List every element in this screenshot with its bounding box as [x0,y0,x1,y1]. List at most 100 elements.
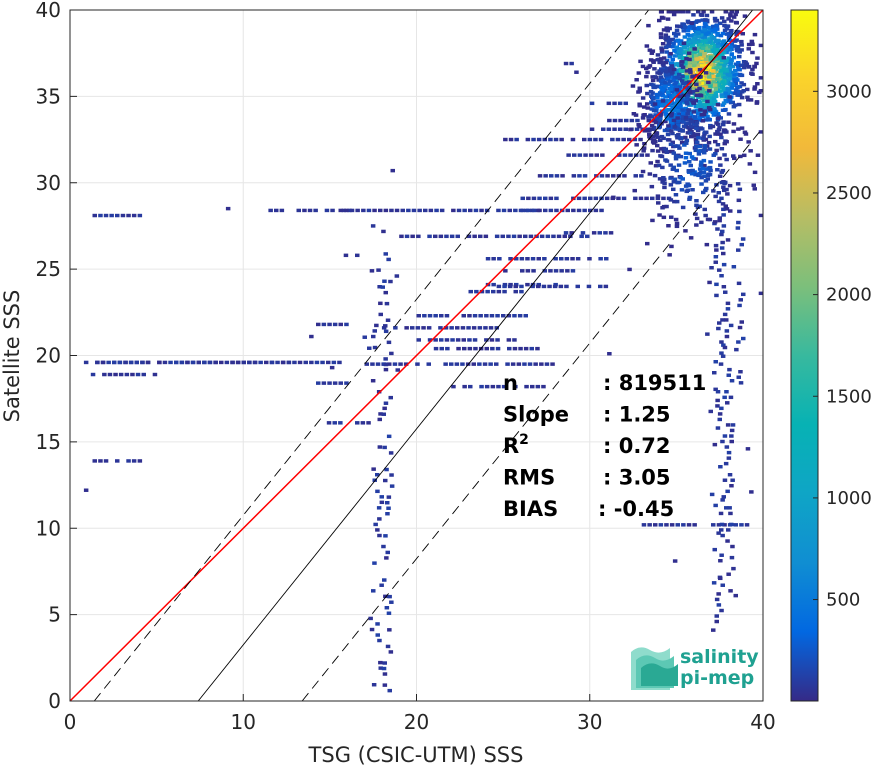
density-cell-2464 [651,134,656,139]
density-cell-601 [712,547,717,552]
density-cell-2560 [645,128,650,132]
density-cell-287 [536,284,541,289]
density-cell-851 [677,24,682,29]
density-cell-504 [378,666,383,670]
density-cell-45 [484,208,490,213]
density-cell-1653 [699,60,705,65]
density-cell-1691 [701,54,707,58]
density-cell-2302 [681,115,686,119]
density-cell-2458 [698,163,704,167]
density-cell-243 [536,257,541,261]
density-cell-1817 [727,67,733,72]
density-cell-171 [115,459,120,463]
density-cell-1341 [705,114,710,119]
density-cell-2347 [672,115,677,119]
density-cell-767 [677,10,682,14]
density-cell-1824 [713,27,718,31]
density-cell-221 [506,234,511,239]
density-cell-694 [721,262,727,267]
density-cell-519 [377,517,382,521]
stat-value-4: : -0.45 [598,497,674,521]
density-cell-748 [758,291,764,296]
density-cell-686 [720,318,725,322]
density-cell-2025 [696,31,701,35]
density-cell-2481 [645,106,650,110]
density-cell-2363 [685,112,690,116]
density-cell-2404 [667,253,672,257]
density-cell-143 [387,362,392,366]
density-cell-277 [496,289,502,294]
density-cell-1748 [702,163,707,168]
density-cell-2274 [660,69,666,73]
density-cell-188 [321,322,327,327]
density-cell-1284 [754,101,760,105]
density-cell-2276 [649,107,654,111]
density-cell-264 [491,282,496,287]
density-cell-1427 [685,28,691,33]
density-cell-1515 [698,43,703,47]
density-cell-201 [338,421,343,425]
density-cell-189 [327,322,332,327]
density-cell-735 [83,488,89,492]
density-cell-254 [520,269,525,273]
density-cell-1160 [714,148,719,153]
density-cell-453 [582,137,587,142]
density-cell-2380 [680,74,685,79]
density-cell-1871 [758,89,764,93]
density-cell-2547 [660,206,665,210]
density-cell-267 [514,282,519,287]
density-cell-733 [737,187,743,192]
density-cell-545 [370,224,376,228]
density-cell-1296 [675,24,680,28]
density-cell-23 [355,208,360,213]
density-cell-2403 [664,204,669,209]
density-cell-2450 [707,280,712,285]
density-cell-336 [439,338,444,342]
density-cell-1961 [723,91,729,95]
density-cell-43 [473,208,479,213]
density-cell-1209 [732,44,737,48]
density-cell-2003 [689,44,694,48]
density-cell-312 [512,314,517,318]
density-cell-57 [537,208,542,213]
density-cell-2411 [682,143,687,147]
density-cell-2578 [652,102,658,106]
density-cell-1862 [703,38,709,43]
density-cell-573 [381,412,386,416]
density-cell-2425 [683,151,689,155]
density-cell-282 [502,284,507,289]
density-cell-2659 [661,176,666,180]
density-cell-2358 [674,85,679,89]
density-cell-1934 [691,87,696,91]
density-cell-2 [103,213,109,218]
density-cell-1455 [704,43,710,47]
density-cell-2172 [700,119,706,123]
density-cell-528 [377,417,382,422]
density-cell-2485 [640,169,646,174]
density-cell-577 [383,362,389,367]
density-cell-11 [279,208,285,213]
density-cell-1599 [722,75,727,80]
density-cell-2452 [705,217,711,222]
density-cell-220 [500,234,505,239]
density-cell-286 [530,284,535,289]
density-cell-1937 [727,33,733,37]
density-cell-2260 [667,138,672,142]
density-cell-119 [230,360,235,365]
density-cell-1307 [667,54,672,59]
density-cell-1901 [692,40,697,44]
density-cell-2562 [687,151,692,156]
x-tick-label-0: 0 [64,710,77,734]
density-cell-1354 [688,33,694,38]
density-cell-1788 [682,25,688,29]
density-cell-1943 [703,18,708,22]
density-cell-726 [736,248,741,252]
density-cell-2005 [710,36,715,41]
density-cell-164 [533,362,538,366]
density-cell-2540 [725,238,731,242]
density-cell-2397 [655,104,660,109]
density-cell-2332 [648,136,653,141]
density-cell-479 [653,523,658,527]
density-cell-211 [438,234,444,239]
density-cell-42 [468,208,473,213]
